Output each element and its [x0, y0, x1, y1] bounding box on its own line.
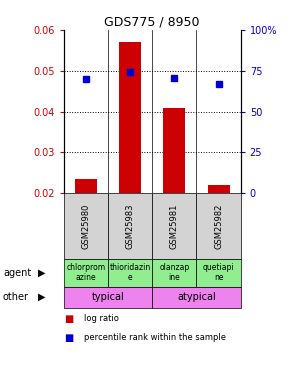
Text: ▶: ▶ — [38, 267, 45, 278]
Bar — [108, 193, 152, 258]
Text: GSM25981: GSM25981 — [170, 203, 179, 249]
Bar — [152, 193, 197, 258]
Title: GDS775 / 8950: GDS775 / 8950 — [104, 16, 200, 29]
Bar — [119, 42, 141, 193]
Bar — [163, 108, 185, 193]
Bar — [64, 193, 108, 258]
Bar — [152, 258, 197, 286]
Text: typical: typical — [92, 292, 124, 302]
Text: ■: ■ — [64, 333, 73, 342]
Text: ■: ■ — [64, 314, 73, 324]
Text: ▶: ▶ — [38, 292, 45, 302]
Bar — [64, 258, 108, 286]
Bar — [64, 286, 152, 308]
Text: log ratio: log ratio — [84, 314, 119, 323]
Text: agent: agent — [3, 267, 31, 278]
Text: GSM25980: GSM25980 — [81, 203, 90, 249]
Text: olanzap
ine: olanzap ine — [159, 263, 189, 282]
Text: other: other — [3, 292, 29, 302]
Bar — [196, 258, 241, 286]
Text: thioridazin
e: thioridazin e — [110, 263, 151, 282]
Text: chlorprom
azine: chlorprom azine — [66, 263, 106, 282]
Bar — [75, 179, 97, 193]
Bar — [152, 286, 241, 308]
Text: GSM25983: GSM25983 — [126, 203, 135, 249]
Bar — [208, 185, 230, 193]
Bar — [108, 258, 152, 286]
Text: GSM25982: GSM25982 — [214, 203, 223, 249]
Text: atypical: atypical — [177, 292, 216, 302]
Text: percentile rank within the sample: percentile rank within the sample — [84, 333, 226, 342]
Bar — [196, 193, 241, 258]
Text: quetiapi
ne: quetiapi ne — [203, 263, 234, 282]
